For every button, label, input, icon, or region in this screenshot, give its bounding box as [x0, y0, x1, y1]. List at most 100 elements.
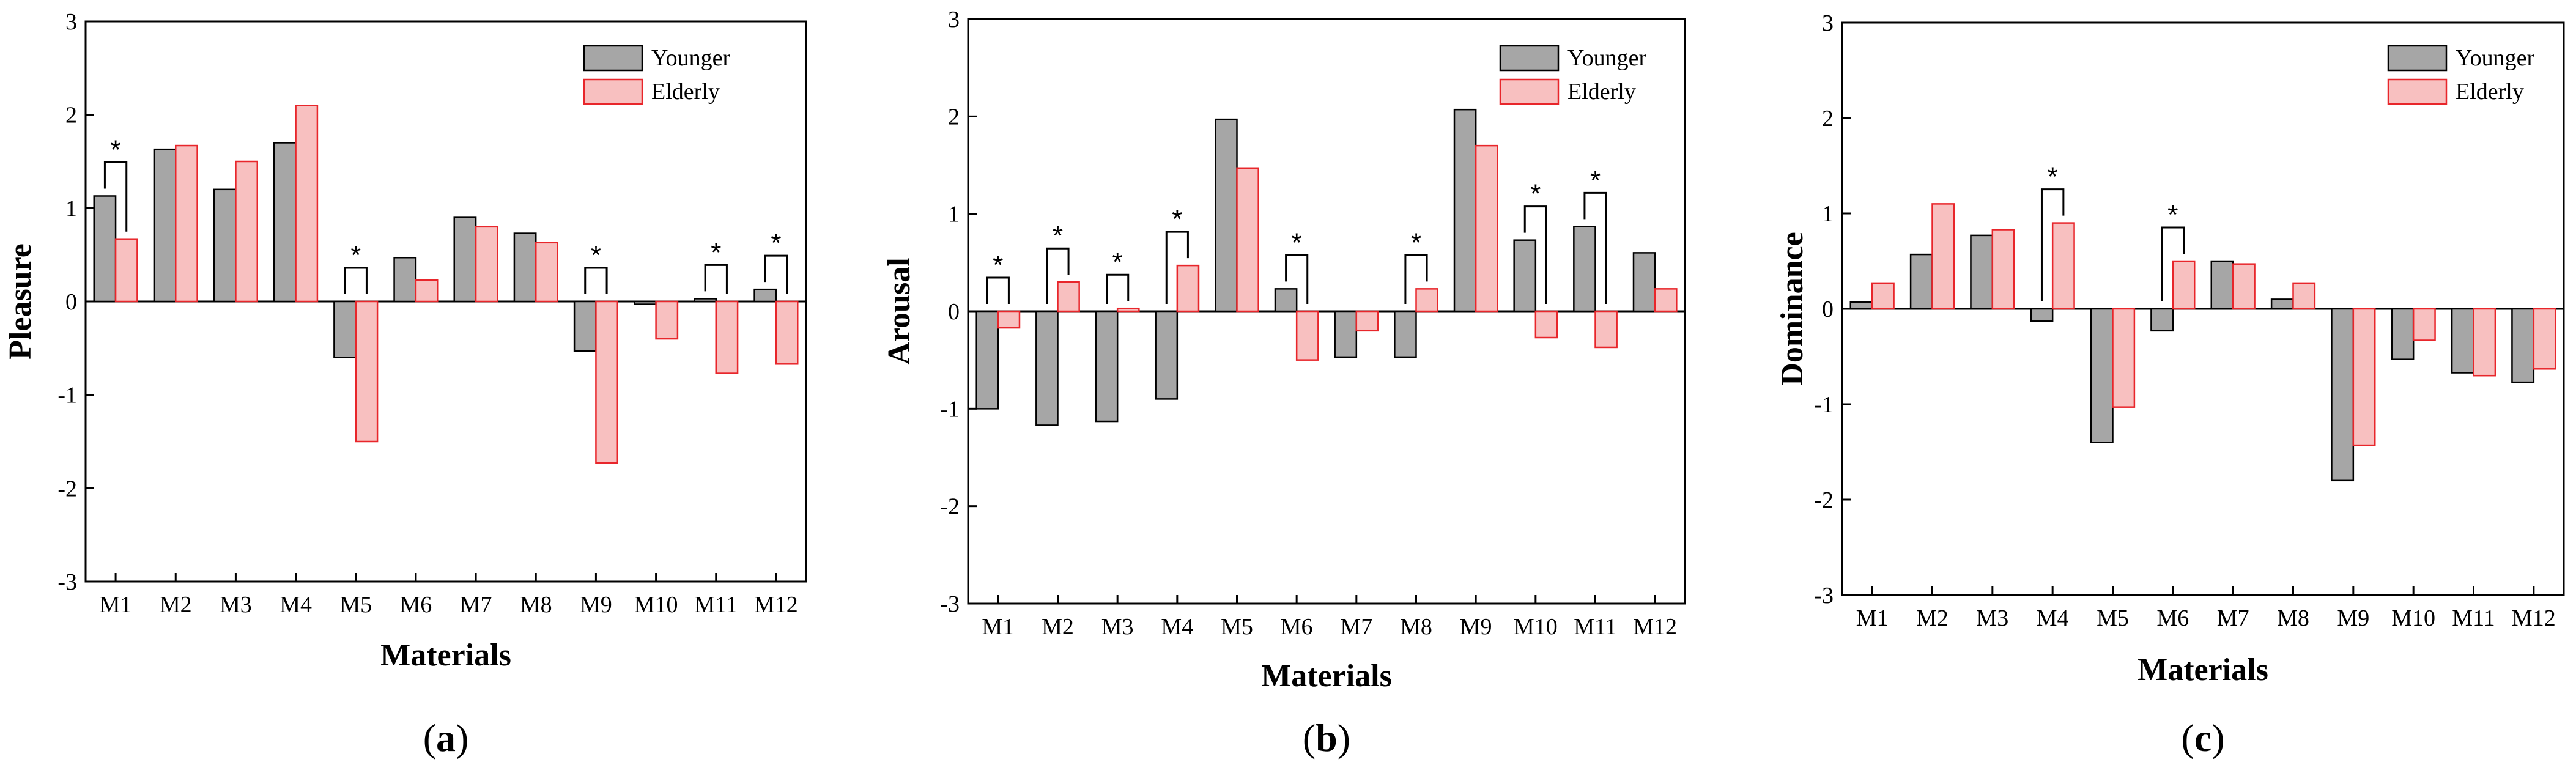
- bar-younger-m3: [1970, 234, 1994, 310]
- y-tick-label: 3: [65, 9, 77, 35]
- significance-star-m6: *: [2167, 200, 2178, 230]
- x-tick-label: M8: [520, 592, 552, 618]
- y-tick-label: 0: [65, 289, 77, 315]
- y-tick-label: -3: [57, 569, 77, 595]
- legend-swatch-younger: [2387, 45, 2448, 72]
- bar-elderly-m4: [1176, 264, 1200, 313]
- bar-elderly-m12: [1654, 288, 1678, 313]
- bar-elderly-m12: [2533, 308, 2556, 370]
- y-tick-label: -2: [1814, 487, 1834, 513]
- x-tick-label: M1: [1856, 605, 1889, 631]
- significance-bracket-m4: [1165, 231, 1189, 304]
- bar-younger-m10: [633, 300, 657, 305]
- significance-star-m12: *: [771, 228, 781, 258]
- legend: Younger Elderly: [1499, 45, 1647, 105]
- significance-star-m9: *: [591, 240, 601, 270]
- bar-elderly-m2: [1057, 281, 1080, 313]
- significance-bracket-m9: [584, 267, 608, 294]
- bar-younger-m2: [1909, 253, 1933, 310]
- bar-elderly-m10: [2412, 308, 2436, 341]
- significance-bracket-m6: [1285, 254, 1309, 304]
- bar-elderly-m1: [997, 310, 1021, 329]
- y-tick-label: -1: [940, 396, 960, 422]
- bar-elderly-m12: [775, 300, 799, 365]
- significance-bracket-m1: [103, 161, 128, 232]
- bar-younger-m4: [273, 142, 297, 303]
- significance-star-m11: *: [711, 237, 721, 267]
- x-tick-label: M6: [2156, 605, 2189, 631]
- legend-label-younger: Younger: [651, 45, 731, 71]
- bar-elderly-m7: [1355, 310, 1379, 332]
- bar-younger-m12: [753, 288, 777, 303]
- bar-younger-m6: [393, 256, 417, 303]
- bar-younger-m12: [2511, 308, 2535, 383]
- bar-younger-m11: [2451, 308, 2474, 374]
- significance-star-m3: *: [1112, 247, 1123, 277]
- legend-swatch-younger: [583, 45, 643, 72]
- x-tick-label: M8: [1400, 614, 1432, 640]
- bar-elderly-m7: [475, 226, 498, 303]
- legend-swatch-elderly: [2387, 78, 2448, 105]
- bar-elderly-m4: [2051, 222, 2075, 310]
- bar-younger-m4: [2030, 308, 2054, 322]
- y-tick-label: 1: [65, 196, 77, 221]
- bar-younger-m1: [1849, 301, 1873, 310]
- significance-bracket-m8: [1404, 254, 1428, 304]
- x-axis-title: Materials: [1261, 659, 1392, 693]
- bar-younger-m9: [1453, 108, 1477, 313]
- y-tick-label: -1: [57, 383, 77, 409]
- y-tick-label: 0: [1822, 297, 1834, 322]
- bar-elderly-m7: [2232, 263, 2256, 310]
- x-tick-label: M3: [1976, 605, 2008, 631]
- x-tick-label: M5: [1221, 614, 1253, 640]
- legend-swatch-elderly: [583, 78, 643, 105]
- significance-bracket-m3: [1106, 273, 1130, 304]
- y-tick-label: -2: [57, 476, 77, 501]
- bar-elderly-m10: [655, 300, 679, 340]
- bar-elderly-m5: [355, 300, 379, 443]
- x-tick-label: M2: [1916, 605, 1949, 631]
- bar-younger-m10: [2391, 308, 2415, 360]
- x-tick-label: M11: [2452, 605, 2495, 631]
- legend-label-younger: Younger: [2456, 45, 2535, 71]
- legend-label-younger: Younger: [1567, 45, 1647, 71]
- x-tick-label: M12: [754, 592, 798, 618]
- y-tick-label: -3: [1814, 583, 1834, 608]
- significance-bracket-m12: [764, 254, 788, 294]
- y-tick-label: -1: [1814, 392, 1834, 418]
- legend: Younger Elderly: [2387, 45, 2535, 105]
- x-tick-label: M5: [339, 592, 372, 618]
- x-tick-label: M4: [2037, 605, 2069, 631]
- significance-star-m1: *: [111, 135, 121, 165]
- chart-panel-c: -3 -2 -1 0 1 2 3 M1 M2 M3 M4 M5 M6 M7 M8 M9 M10 M11 M12 * * Y…: [1775, 10, 2565, 760]
- bar-younger-m5: [1215, 118, 1238, 313]
- y-tick-label: 2: [1822, 106, 1834, 131]
- legend: Younger Elderly: [583, 45, 731, 105]
- bar-elderly-m5: [1236, 167, 1259, 313]
- bar-elderly-m11: [1594, 310, 1618, 349]
- bar-younger-m3: [1095, 310, 1119, 423]
- bar-younger-m2: [153, 148, 177, 303]
- y-tick-label: 2: [948, 104, 960, 130]
- bar-younger-m5: [2090, 308, 2114, 443]
- bar-elderly-m6: [415, 279, 439, 303]
- bar-younger-m7: [453, 216, 477, 303]
- significance-star-m4: *: [1172, 204, 1182, 234]
- significance-bracket-m2: [1046, 247, 1070, 304]
- x-tick-label: M4: [1161, 614, 1193, 640]
- significance-star-m4: *: [2048, 162, 2058, 192]
- panel-label: (c): [2181, 716, 2224, 760]
- x-tick-label: M12: [2512, 605, 2556, 631]
- y-tick-label: -2: [940, 494, 960, 520]
- bar-elderly-m6: [2172, 260, 2196, 310]
- legend-label-elderly: Elderly: [651, 79, 720, 105]
- y-tick-label: 0: [948, 299, 960, 325]
- bar-younger-m11: [694, 298, 717, 303]
- x-axis-title: Materials: [2137, 653, 2268, 687]
- significance-star-m11: *: [1590, 165, 1601, 195]
- y-tick-label: -3: [940, 591, 960, 617]
- x-tick-label: M9: [580, 592, 612, 618]
- y-axis-title: Pleasure: [3, 243, 38, 360]
- chart-panel-b: -3 -2 -1 0 1 2 3 M1 M2 M3 M4 M5 M6 M7 M8 M9 M10 M11 M12 * * *…: [882, 7, 1686, 760]
- y-axis-title: Dominance: [1775, 232, 1810, 385]
